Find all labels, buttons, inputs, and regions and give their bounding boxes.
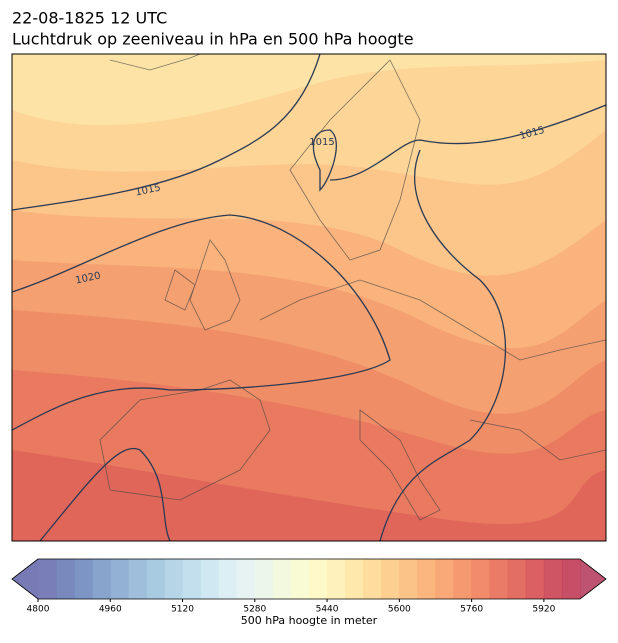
colorbar: 4800 4960 5120 5280 5440 5600 5760 5920: [11, 558, 607, 615]
tick-label: 4800: [27, 605, 50, 615]
tick-label: 5120: [171, 605, 194, 615]
map: 1015 1015 1015 1020: [12, 54, 606, 541]
color-box: [164, 559, 184, 599]
contour-label: 1015: [135, 182, 162, 198]
map-frame: [11, 53, 607, 542]
tick-label: 5440: [316, 605, 339, 615]
coastlines: [99, 54, 606, 521]
color-box: [56, 559, 75, 599]
color-box: [327, 559, 346, 599]
tick-label: 4960: [99, 605, 122, 615]
color-box: [417, 559, 436, 599]
colorbar-outline: [11, 558, 607, 600]
under-arrow: [12, 559, 38, 599]
color-box: [200, 559, 220, 599]
contour-label: 1015: [309, 137, 334, 148]
color-box: [525, 559, 545, 599]
color-box: [218, 559, 238, 599]
color-box: [507, 559, 527, 599]
color-box: [435, 559, 455, 599]
color-box: [453, 559, 473, 599]
color-box: [110, 559, 129, 599]
contour-label: 1020: [75, 270, 102, 286]
color-box: [290, 559, 310, 599]
color-box: [381, 559, 400, 599]
color-box: [236, 559, 256, 599]
over-arrow: [580, 559, 606, 599]
color-box: [489, 559, 509, 599]
color-box: [471, 559, 491, 599]
color-box: [74, 559, 93, 599]
band: [12, 450, 606, 541]
tick-label: 5760: [460, 605, 483, 615]
map-title: Luchtdruk op zeeniveau in hPa en 500 hPa…: [12, 30, 414, 49]
tick-label: 5600: [388, 605, 411, 615]
color-box: [146, 559, 165, 599]
color-box: [399, 559, 418, 599]
tick-label: 5280: [243, 605, 266, 615]
color-box: [363, 559, 382, 599]
colorbar-label: 500 hPa hoogte in meter: [241, 614, 378, 627]
color-box: [272, 559, 292, 599]
color-box: [254, 559, 274, 599]
color-box: [38, 559, 57, 599]
color-box: [561, 559, 581, 599]
tick-label: 5920: [532, 605, 555, 615]
color-box: [182, 559, 202, 599]
color-box: [543, 559, 563, 599]
color-box: [92, 559, 111, 599]
date-title: 22-08-1825 12 UTC: [12, 9, 167, 28]
isobars: [12, 54, 606, 541]
color-box: [345, 559, 364, 599]
color-box: [128, 559, 147, 599]
color-box: [309, 559, 328, 599]
